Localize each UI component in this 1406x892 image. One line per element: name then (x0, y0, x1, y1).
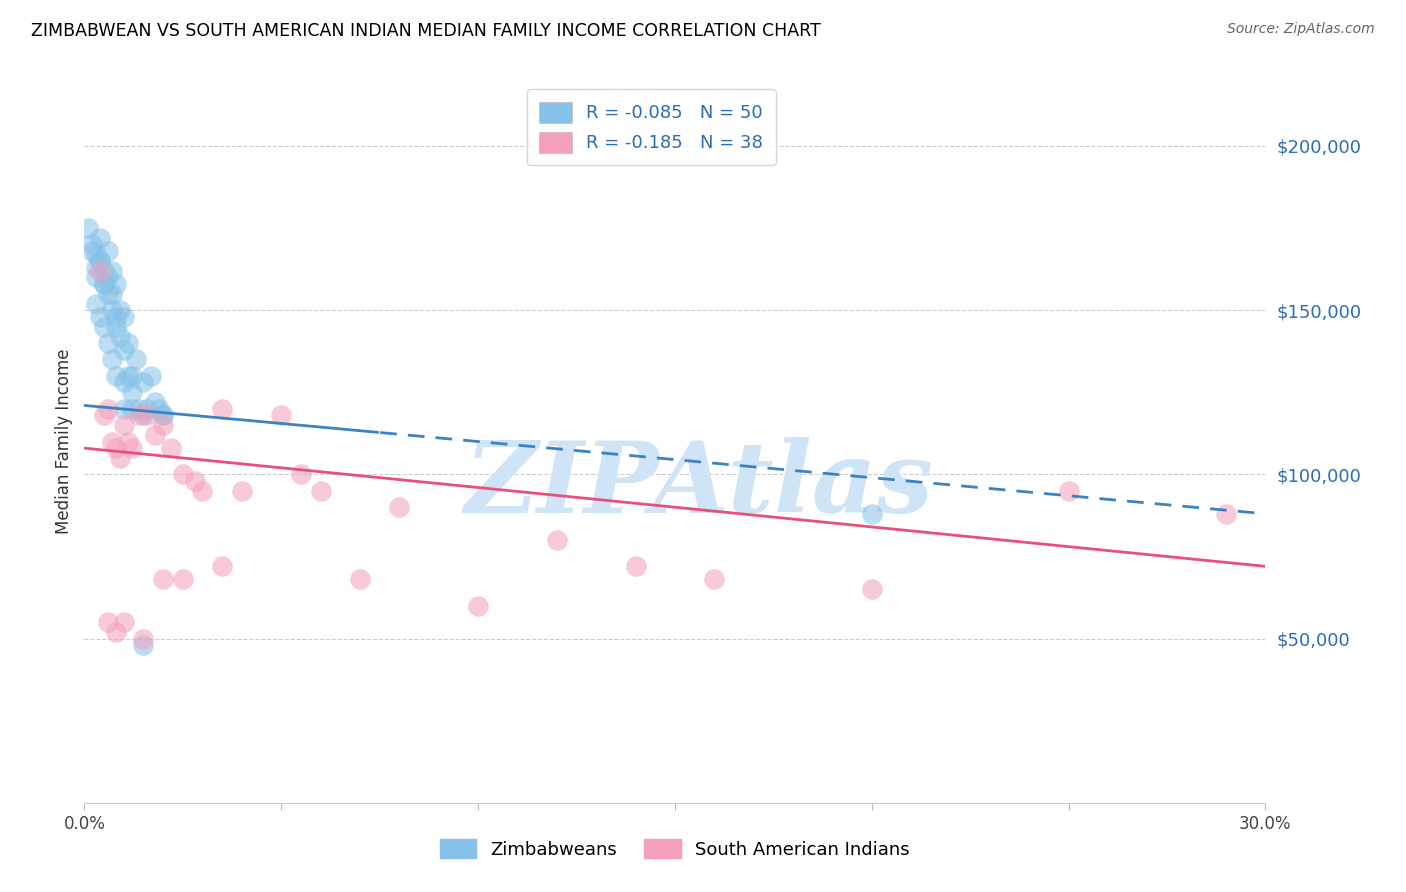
Point (89, 253, 111, 268)
Point (152, 573, 174, 587)
Point (108, 329, 131, 343)
Point (121, 368, 143, 383)
Point (128, 409, 150, 423)
Point (136, 401, 159, 416)
Point (152, 409, 174, 423)
Point (84, 260, 107, 275)
Point (231, 483, 253, 498)
Point (89, 253, 111, 268)
Legend: Zimbabweans, South American Indians: Zimbabweans, South American Indians (433, 832, 917, 866)
Point (97, 336, 120, 351)
Point (97, 401, 120, 416)
Point (97, 615, 120, 630)
Point (132, 632, 155, 646)
Point (860, 507, 883, 521)
Point (191, 483, 214, 498)
Point (104, 441, 127, 455)
Point (104, 277, 127, 291)
Point (290, 467, 312, 482)
Point (121, 385, 143, 400)
Point (624, 559, 647, 574)
Point (143, 395, 166, 409)
Point (84, 296, 107, 310)
Point (112, 310, 135, 324)
Text: ZIMBABWEAN VS SOUTH AMERICAN INDIAN MEDIAN FAMILY INCOME CORRELATION CHART: ZIMBABWEAN VS SOUTH AMERICAN INDIAN MEDI… (31, 22, 821, 40)
Point (101, 303, 124, 318)
Point (160, 441, 183, 455)
Point (97, 286, 120, 301)
Point (112, 401, 135, 416)
Point (112, 343, 135, 357)
Point (117, 368, 139, 383)
Point (703, 573, 725, 587)
Point (104, 310, 127, 324)
Point (270, 409, 292, 423)
Point (388, 500, 411, 515)
Point (108, 450, 131, 465)
Point (97, 270, 120, 285)
Point (136, 409, 159, 423)
Point (128, 401, 150, 416)
Point (101, 434, 124, 449)
Point (152, 418, 174, 433)
Point (93, 264, 115, 278)
Point (349, 573, 371, 587)
Point (93, 277, 115, 291)
Point (152, 409, 174, 423)
Point (101, 264, 124, 278)
Point (124, 352, 146, 367)
Point (1057, 483, 1080, 498)
Point (143, 428, 166, 442)
Point (172, 573, 194, 587)
Point (104, 625, 127, 640)
Point (1215, 507, 1237, 521)
Point (101, 286, 124, 301)
Point (108, 303, 131, 318)
Point (93, 409, 115, 423)
Text: Source: ZipAtlas.com: Source: ZipAtlas.com (1227, 22, 1375, 37)
Point (104, 319, 127, 334)
Point (121, 401, 143, 416)
Point (132, 376, 155, 390)
Point (97, 244, 120, 258)
Point (82, 237, 104, 252)
Point (546, 533, 568, 547)
Point (112, 418, 135, 433)
Point (84, 247, 107, 261)
Point (467, 599, 489, 613)
Point (112, 615, 135, 630)
Point (104, 368, 127, 383)
Point (89, 231, 111, 245)
Point (121, 441, 143, 455)
Point (112, 376, 135, 390)
Point (93, 319, 115, 334)
Point (132, 409, 155, 423)
Point (93, 277, 115, 291)
Y-axis label: Median Family Income: Median Family Income (55, 349, 73, 534)
Point (132, 638, 155, 652)
Point (89, 310, 111, 324)
Point (309, 483, 332, 498)
Point (82, 244, 104, 258)
Point (860, 582, 883, 597)
Point (77, 221, 100, 235)
Point (211, 401, 233, 416)
Point (172, 467, 194, 482)
Point (148, 401, 170, 416)
Point (84, 270, 107, 285)
Point (183, 474, 205, 488)
Point (89, 264, 111, 278)
Text: ZIPAtlas: ZIPAtlas (464, 437, 934, 533)
Point (101, 352, 124, 367)
Point (117, 434, 139, 449)
Point (211, 559, 233, 574)
Point (117, 336, 139, 351)
Point (141, 368, 163, 383)
